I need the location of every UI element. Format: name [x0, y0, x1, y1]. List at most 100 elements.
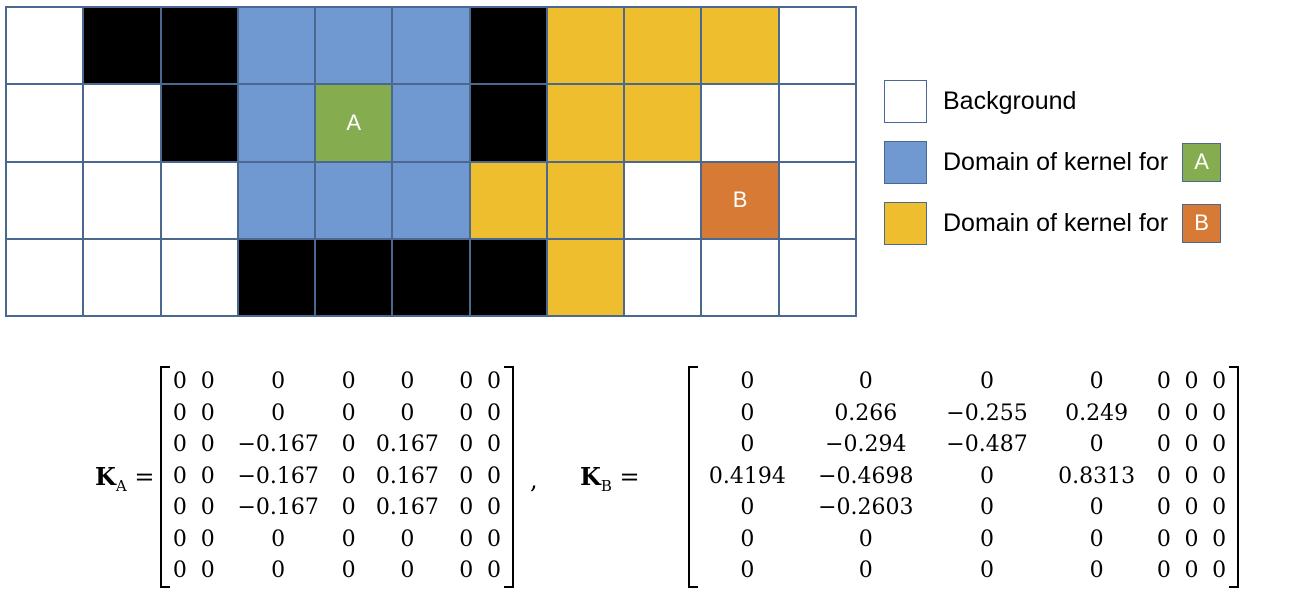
matrix-entry: 0 — [1156, 495, 1171, 521]
matrix-entry: 0 — [172, 558, 187, 584]
matrix-entry: 0 — [740, 432, 755, 458]
matrix-entry: 0 — [1184, 463, 1199, 489]
matrix-entry: 0.249 — [1065, 400, 1129, 426]
matrix-entry: 0 — [979, 526, 994, 552]
matrix-entry: 0 — [271, 526, 286, 552]
matrix-entry: 0 — [459, 369, 474, 395]
matrix-entry: 0 — [1212, 558, 1227, 584]
matrix-entry: 0 — [858, 369, 873, 395]
kb-label: KB = — [580, 462, 640, 495]
badge-a: A — [1182, 142, 1222, 182]
matrix-entry: 0 — [459, 463, 474, 489]
grid-cell — [392, 238, 470, 316]
matrix-entry: 0 — [271, 558, 286, 584]
matrix-entry: 0 — [172, 400, 187, 426]
grid-cell — [6, 7, 84, 85]
grid-cell — [392, 7, 470, 85]
grid-cell — [83, 7, 161, 85]
matrix-entry: 0 — [459, 558, 474, 584]
legend-kernel-a: Domain of kernel for A — [884, 139, 1222, 185]
grid-cell — [546, 161, 625, 239]
matrix-entry: 0 — [979, 558, 994, 584]
matrix-entry: 0 — [341, 558, 356, 584]
matrix-entry: 0 — [1156, 369, 1171, 395]
matrix-entry: 0 — [341, 463, 356, 489]
matrix-entry: 0 — [271, 400, 286, 426]
matrix-entry: 0 — [1089, 369, 1104, 395]
grid-cell — [546, 84, 625, 162]
matrix-entry: 0 — [487, 495, 502, 521]
grid-cell — [160, 7, 238, 85]
matrix-entry: 0 — [1184, 495, 1199, 521]
grid-cell — [778, 238, 856, 316]
grid-cell — [315, 238, 393, 316]
matrix-entry: 0.167 — [375, 495, 439, 521]
matrix-entry: 0 — [979, 369, 994, 395]
matrix-entry: 0 — [740, 400, 755, 426]
grid-cell — [237, 7, 316, 85]
grid-cell — [778, 7, 856, 85]
matrix-entry: 0 — [858, 558, 873, 584]
grid-cell — [237, 161, 316, 239]
matrix-entry: 0 — [487, 432, 502, 458]
matrix-entry: 0 — [1089, 526, 1104, 552]
grid-cell — [83, 161, 161, 239]
grid-cell — [778, 84, 856, 162]
legend-background: Background — [884, 78, 1221, 124]
matrix-entry: 0 — [1212, 463, 1227, 489]
matrix-entry: 0 — [459, 495, 474, 521]
badge-b: B — [1182, 203, 1222, 243]
grid-cell — [237, 84, 316, 162]
grid-cell — [83, 84, 161, 162]
matrix-entry: 0 — [459, 526, 474, 552]
matrix-entry: 0 — [979, 495, 994, 521]
matrix-entry: −0.2603 — [818, 495, 914, 521]
grid-cell — [6, 238, 84, 316]
matrix-entry: 0 — [1212, 400, 1227, 426]
grid-cell — [624, 161, 702, 239]
matrix-entry: 0 — [1089, 432, 1104, 458]
matrix-entry: 0 — [487, 526, 502, 552]
grid-cell — [778, 161, 856, 239]
grid-cell — [392, 84, 470, 162]
legend-label: Domain of kernel for — [943, 147, 1169, 176]
matrix-entry: 0 — [1184, 526, 1199, 552]
grid-cell — [6, 161, 84, 239]
matrix-entry: 0 — [1184, 432, 1199, 458]
cell-b: B — [701, 161, 779, 239]
matrix-entry: 0 — [1212, 369, 1227, 395]
matrix-entry: 0 — [341, 432, 356, 458]
matrix-entry: −0.167 — [237, 432, 319, 458]
grid-cell — [701, 84, 779, 162]
matrix-entry: 0 — [200, 495, 215, 521]
matrix-entry: 0 — [200, 463, 215, 489]
matrix-entry: 0 — [979, 463, 994, 489]
grid-cell — [237, 238, 316, 316]
separator-comma: , — [530, 466, 538, 494]
grid-cell — [546, 238, 625, 316]
matrix-ka: 0 0 0 0 0 0 0 0 0 0 0 0 0 0 0 0 −0.167 0 0.167 0 0 0 0 −0.167 0 0… — [160, 366, 514, 588]
grid-cell — [624, 7, 702, 85]
matrix-entry: 0 — [172, 526, 187, 552]
matrix-entry: 0.4194 — [708, 463, 786, 489]
matrix-entry: −0.255 — [946, 400, 1028, 426]
legend-label: Background — [943, 86, 1077, 115]
grid-cell — [6, 84, 84, 162]
matrix-entry: 0 — [172, 432, 187, 458]
matrix-entry: 0 — [740, 495, 755, 521]
matrix-entry: 0 — [858, 526, 873, 552]
grid-cell — [160, 84, 238, 162]
grid-cell — [624, 238, 702, 316]
grid-cell — [469, 238, 547, 316]
matrix-entry: 0 — [200, 369, 215, 395]
grid-cell — [701, 7, 779, 85]
matrix-entry: 0 — [341, 495, 356, 521]
matrix-entry: 0 — [200, 400, 215, 426]
matrix-entry: 0 — [172, 495, 187, 521]
matrix-entry: −0.4698 — [818, 463, 914, 489]
matrix-entry: 0 — [1212, 526, 1227, 552]
matrix-entry: 0 — [200, 432, 215, 458]
cell-a: A — [315, 84, 393, 162]
matrix-entry: 0 — [459, 400, 474, 426]
